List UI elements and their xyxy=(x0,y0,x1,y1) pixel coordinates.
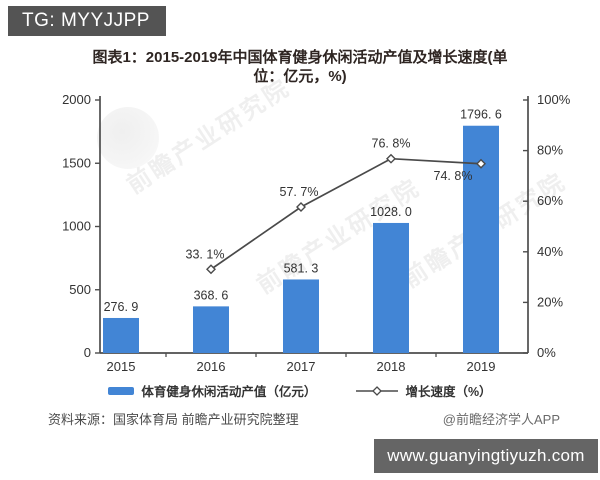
x-axis-label: 2015 xyxy=(107,359,136,374)
chart-title-line2: 位：亿元，%) xyxy=(253,68,347,85)
legend: 体育健身休闲活动产值（亿元） 增长速度（%） xyxy=(0,381,600,400)
left-axis-tick-label: 2000 xyxy=(62,92,91,107)
x-axis-label: 2016 xyxy=(197,359,226,374)
chart: 0 500 1000 1500 2000 0% 20% 40% 60% 80% 100% 2015 20… xyxy=(62,92,571,374)
bar-2016 xyxy=(193,306,229,353)
bar-value-label: 581. 3 xyxy=(284,261,319,275)
bar-value-label: 276. 9 xyxy=(104,300,139,314)
line-legend-marker xyxy=(356,385,399,396)
bar-value-label: 368. 6 xyxy=(194,288,229,302)
bar-2018 xyxy=(373,222,409,353)
watermark-logo xyxy=(97,107,159,169)
right-axis-tick-label: 20% xyxy=(537,294,563,309)
chart-title-line1: 图表1：2015-2019年中国体育健身休闲活动产值及增长速度(单 xyxy=(92,49,508,66)
x-axis-label: 2017 xyxy=(287,359,316,374)
growth-point xyxy=(386,153,396,164)
left-axis-tick-label: 1000 xyxy=(62,219,91,234)
bar-2015 xyxy=(103,317,139,353)
growth-value-label: 74. 8% xyxy=(434,169,473,183)
bar-legend-label: 体育健身休闲活动产值（亿元） xyxy=(141,385,317,399)
x-axis-label: 2018 xyxy=(377,359,406,374)
source-credit: @前瞻经济学人APP xyxy=(442,412,560,427)
left-axis-tick-label: 500 xyxy=(69,282,91,297)
growth-point xyxy=(206,264,216,275)
legend-item-line: 增长速度（%） xyxy=(356,381,492,400)
growth-value-label: 33. 1% xyxy=(186,247,225,261)
growth-point xyxy=(296,202,306,213)
left-axis-tick-label: 0 xyxy=(84,345,91,360)
right-axis-tick-label: 0% xyxy=(537,345,556,360)
x-axis-label: 2019 xyxy=(467,359,496,374)
growth-point xyxy=(476,158,486,169)
bar-value-label: 1028. 0 xyxy=(370,205,412,219)
right-axis-tick-label: 40% xyxy=(537,244,563,259)
right-axis-tick-label: 60% xyxy=(537,193,563,208)
left-axis-tick-label: 1500 xyxy=(62,155,91,170)
growth-value-label: 57. 7% xyxy=(280,185,319,199)
bar-legend-swatch xyxy=(108,386,135,395)
source-text: 资料来源：国家体育局 前瞻产业研究院整理 xyxy=(48,412,299,427)
source-row: 资料来源：国家体育局 前瞻产业研究院整理 @前瞻经济学人APP xyxy=(48,409,560,428)
footer-url-bar: www.guanyingtiyuzh.com xyxy=(374,439,598,473)
growth-line xyxy=(210,157,482,270)
bar-value-label: 1796. 6 xyxy=(460,108,502,122)
legend-item-bar: 体育健身休闲活动产值（亿元） xyxy=(108,381,316,400)
right-axis-tick-label: 80% xyxy=(537,143,563,158)
tg-badge: TG: MYYJJPP xyxy=(8,6,166,36)
bar-2017 xyxy=(283,279,319,353)
right-axis-tick-label: 100% xyxy=(537,92,571,107)
growth-value-label: 76. 8% xyxy=(372,137,411,151)
line-legend-label: 增长速度（%） xyxy=(405,385,492,399)
chart-title: 图表1：2015-2019年中国体育健身休闲活动产值及增长速度(单 位：亿元，%… xyxy=(0,48,600,86)
